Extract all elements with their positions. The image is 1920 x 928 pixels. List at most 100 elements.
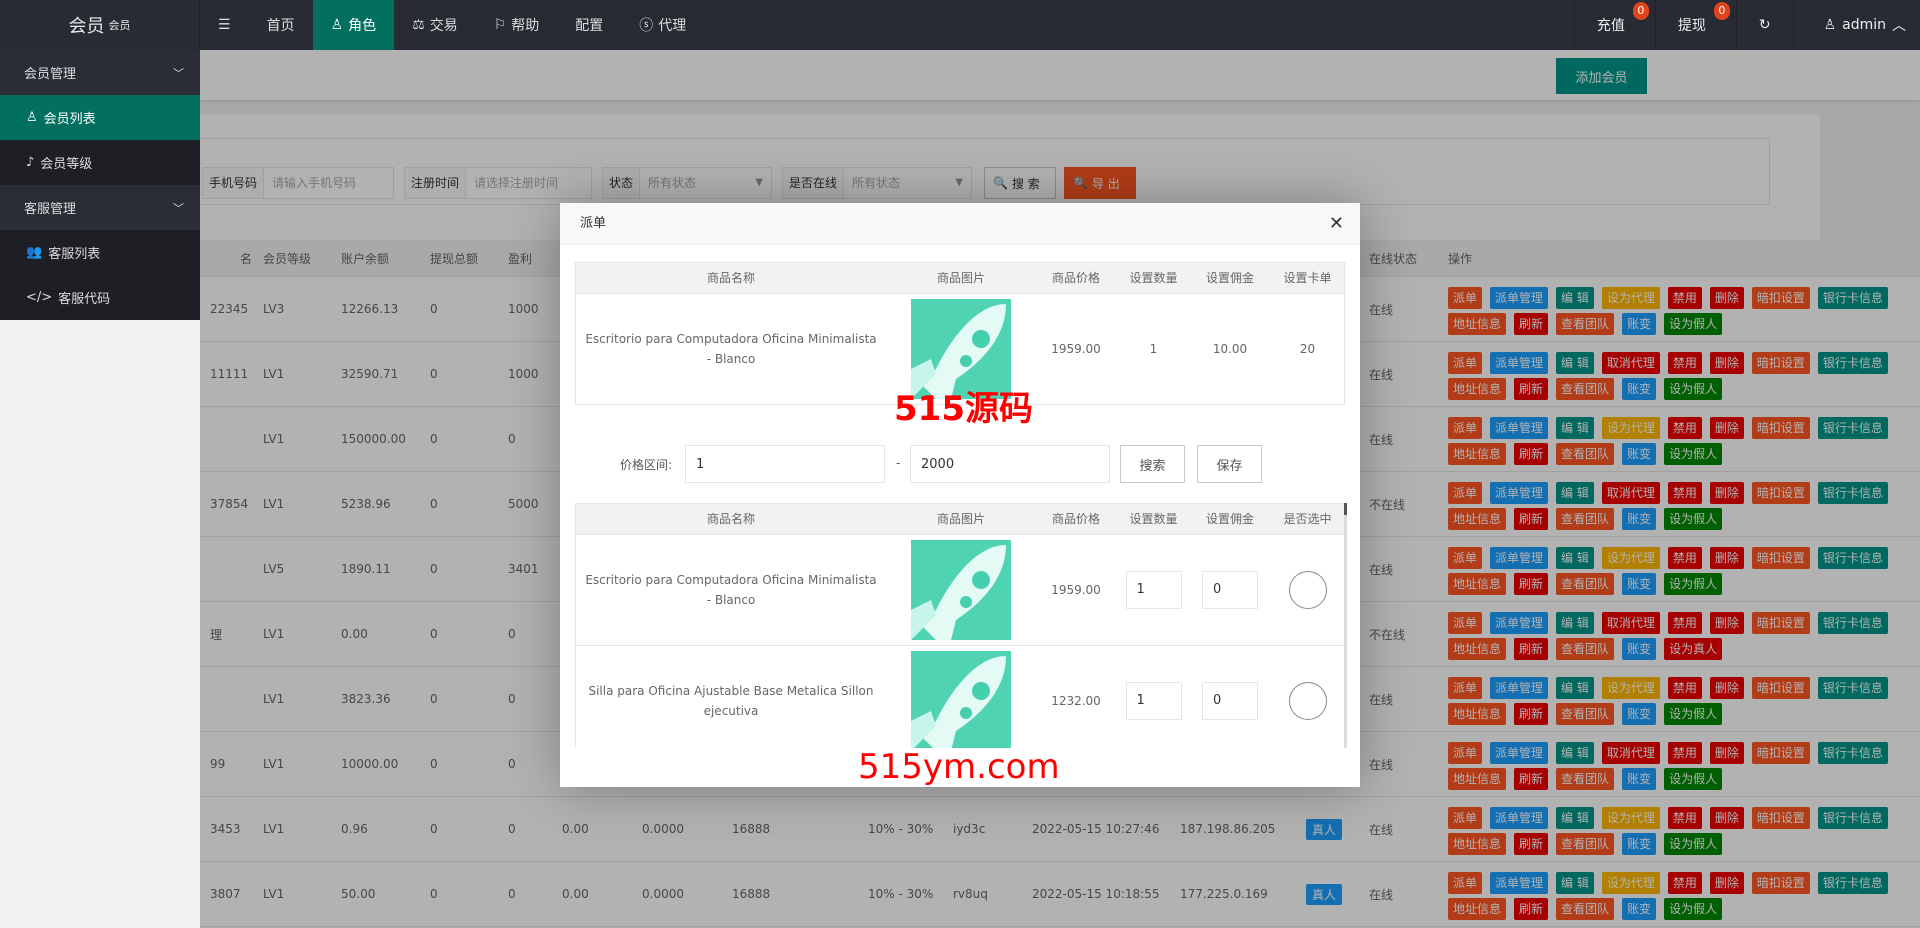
- recharge-button[interactable]: 充值 0: [1573, 0, 1655, 50]
- dispatch-button[interactable]: 派单: [1448, 677, 1483, 699]
- dispatch-manage-button[interactable]: 派单管理: [1490, 872, 1549, 894]
- ban-button[interactable]: 禁用: [1667, 352, 1702, 374]
- ledger-button[interactable]: 账变: [1622, 508, 1657, 530]
- price-min-input[interactable]: 1: [685, 445, 885, 483]
- commission-input[interactable]: 0: [1202, 571, 1258, 609]
- agent-button[interactable]: 设为代理: [1601, 872, 1660, 894]
- agent-button[interactable]: 设为代理: [1601, 547, 1660, 569]
- dispatch-button[interactable]: 派单: [1448, 547, 1483, 569]
- bank-info-button[interactable]: 银行卡信息: [1817, 742, 1888, 764]
- address-info-button[interactable]: 地址信息: [1448, 898, 1507, 920]
- address-info-button[interactable]: 地址信息: [1448, 768, 1507, 790]
- export-button[interactable]: 🔍 导 出: [1064, 167, 1136, 199]
- hidden-deduct-button[interactable]: 暗扣设置: [1751, 287, 1810, 309]
- hidden-deduct-button[interactable]: 暗扣设置: [1751, 417, 1810, 439]
- address-info-button[interactable]: 地址信息: [1448, 378, 1507, 400]
- ledger-button[interactable]: 账变: [1622, 313, 1657, 335]
- view-team-button[interactable]: 查看团队: [1556, 378, 1615, 400]
- hidden-deduct-button[interactable]: 暗扣设置: [1751, 742, 1810, 764]
- sidebar-group-service[interactable]: 客服管理 ﹀: [0, 185, 200, 230]
- select-radio[interactable]: [1288, 571, 1327, 609]
- view-team-button[interactable]: 查看团队: [1556, 638, 1615, 660]
- bank-info-button[interactable]: 银行卡信息: [1817, 352, 1888, 374]
- edit-button[interactable]: 编 辑: [1556, 482, 1594, 504]
- status-select[interactable]: 状态 所有状态 ▼: [602, 167, 772, 199]
- dispatch-button[interactable]: 派单: [1448, 417, 1483, 439]
- bank-info-button[interactable]: 银行卡信息: [1817, 547, 1888, 569]
- nav-role[interactable]: ♙ 角色: [312, 0, 395, 50]
- address-info-button[interactable]: 地址信息: [1448, 703, 1507, 725]
- edit-button[interactable]: 编 辑: [1556, 677, 1594, 699]
- fake-toggle-button[interactable]: 设为真人: [1664, 638, 1723, 660]
- dispatch-button[interactable]: 派单: [1448, 807, 1483, 829]
- select-radio[interactable]: [1288, 682, 1327, 720]
- bank-info-button[interactable]: 银行卡信息: [1817, 287, 1888, 309]
- ban-button[interactable]: 禁用: [1667, 417, 1702, 439]
- dispatch-manage-button[interactable]: 派单管理: [1490, 482, 1549, 504]
- refresh-button[interactable]: 刷新: [1514, 638, 1549, 660]
- ledger-button[interactable]: 账变: [1622, 703, 1657, 725]
- menu-fold-button[interactable]: ☰: [200, 0, 249, 50]
- product-list-scroll[interactable]: 商品名称 商品图片 商品价格 设置数量 设置佣金 是否选中 Escritorio…: [575, 503, 1350, 748]
- dispatch-manage-button[interactable]: 派单管理: [1490, 612, 1549, 634]
- view-team-button[interactable]: 查看团队: [1556, 508, 1615, 530]
- refresh-button[interactable]: 刷新: [1514, 768, 1549, 790]
- view-team-button[interactable]: 查看团队: [1556, 898, 1615, 920]
- nav-trade[interactable]: ⚖ 交易: [412, 17, 458, 34]
- ledger-button[interactable]: 账变: [1622, 573, 1657, 595]
- dispatch-button[interactable]: 派单: [1448, 612, 1483, 634]
- nav-config[interactable]: 配置: [575, 18, 604, 34]
- ban-button[interactable]: 禁用: [1667, 742, 1702, 764]
- ban-button[interactable]: 禁用: [1667, 547, 1702, 569]
- refresh-button[interactable]: 刷新: [1514, 703, 1549, 725]
- agent-button[interactable]: 设为代理: [1601, 287, 1660, 309]
- register-time-field[interactable]: 注册时间 请选择注册时间: [404, 167, 592, 199]
- sidebar-group-member[interactable]: 会员管理 ﹀: [0, 50, 200, 95]
- sidebar-item-member-list[interactable]: ♙ 会员列表: [0, 95, 200, 140]
- ledger-button[interactable]: 账变: [1622, 833, 1657, 855]
- dispatch-manage-button[interactable]: 派单管理: [1490, 677, 1549, 699]
- view-team-button[interactable]: 查看团队: [1556, 573, 1615, 595]
- address-info-button[interactable]: 地址信息: [1448, 313, 1507, 335]
- quantity-input[interactable]: 1: [1125, 682, 1182, 720]
- dispatch-manage-button[interactable]: 派单管理: [1490, 417, 1549, 439]
- view-team-button[interactable]: 查看团队: [1556, 768, 1615, 790]
- agent-button[interactable]: 取消代理: [1601, 612, 1660, 634]
- ban-button[interactable]: 禁用: [1667, 612, 1702, 634]
- edit-button[interactable]: 编 辑: [1556, 287, 1594, 309]
- delete-button[interactable]: 删除: [1709, 352, 1744, 374]
- refresh-button[interactable]: 刷新: [1514, 443, 1549, 465]
- hidden-deduct-button[interactable]: 暗扣设置: [1751, 677, 1810, 699]
- refresh-button[interactable]: 刷新: [1514, 833, 1549, 855]
- refresh-button[interactable]: 刷新: [1514, 313, 1549, 335]
- sidebar-item-service-code[interactable]: </> 客服代码: [0, 275, 200, 320]
- online-select[interactable]: 是否在线 所有状态 ▼: [782, 167, 972, 199]
- hidden-deduct-button[interactable]: 暗扣设置: [1751, 872, 1810, 894]
- price-max-input[interactable]: 2000: [910, 445, 1110, 483]
- delete-button[interactable]: 删除: [1709, 547, 1744, 569]
- edit-button[interactable]: 编 辑: [1556, 742, 1594, 764]
- hidden-deduct-button[interactable]: 暗扣设置: [1751, 807, 1810, 829]
- dispatch-button[interactable]: 派单: [1448, 482, 1483, 504]
- dispatch-button[interactable]: 派单: [1448, 742, 1483, 764]
- refresh-button[interactable]: 刷新: [1514, 378, 1549, 400]
- ban-button[interactable]: 禁用: [1667, 677, 1702, 699]
- agent-button[interactable]: 取消代理: [1601, 482, 1660, 504]
- ledger-button[interactable]: 账变: [1622, 768, 1657, 790]
- delete-button[interactable]: 删除: [1709, 742, 1744, 764]
- fake-toggle-button[interactable]: 设为假人: [1664, 898, 1723, 920]
- fake-toggle-button[interactable]: 设为假人: [1664, 378, 1723, 400]
- nav-home[interactable]: 首页: [266, 18, 295, 34]
- fake-toggle-button[interactable]: 设为假人: [1664, 833, 1723, 855]
- delete-button[interactable]: 删除: [1709, 417, 1744, 439]
- dispatch-button[interactable]: 派单: [1448, 352, 1483, 374]
- hidden-deduct-button[interactable]: 暗扣设置: [1751, 482, 1810, 504]
- edit-button[interactable]: 编 辑: [1556, 612, 1594, 634]
- delete-button[interactable]: 删除: [1709, 807, 1744, 829]
- view-team-button[interactable]: 查看团队: [1556, 443, 1615, 465]
- delete-button[interactable]: 删除: [1709, 872, 1744, 894]
- nav-agent[interactable]: ⓢ 代理: [621, 0, 704, 50]
- dispatch-manage-button[interactable]: 派单管理: [1490, 742, 1549, 764]
- ledger-button[interactable]: 账变: [1622, 898, 1657, 920]
- ledger-button[interactable]: 账变: [1622, 443, 1657, 465]
